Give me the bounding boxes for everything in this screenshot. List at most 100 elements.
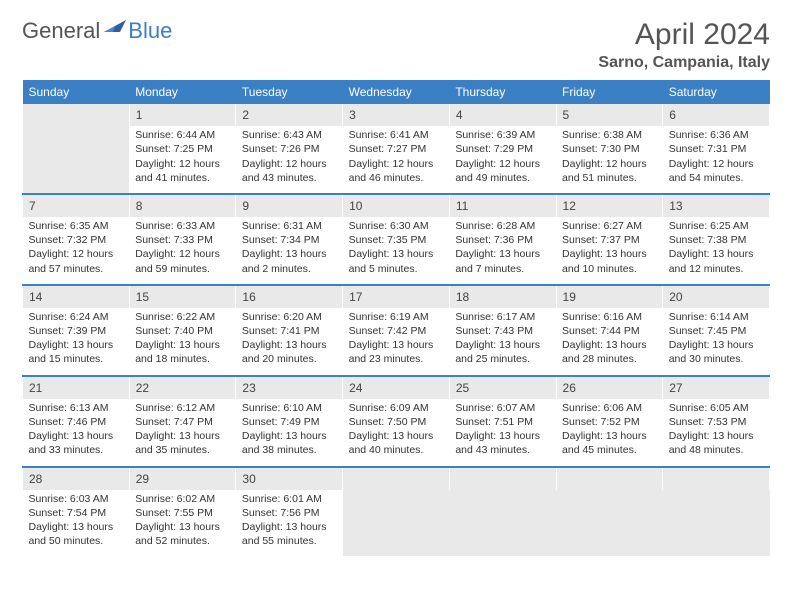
day-number: 19 [556, 285, 663, 308]
day2-line: and 48 minutes. [669, 443, 764, 457]
sunrise-line: Sunrise: 6:07 AM [455, 401, 550, 415]
sunset-line: Sunset: 7:43 PM [455, 324, 550, 338]
week-content-row: Sunrise: 6:44 AMSunset: 7:25 PMDaylight:… [23, 126, 770, 193]
day2-line: and 2 minutes. [242, 262, 337, 276]
sunset-line: Sunset: 7:51 PM [455, 415, 550, 429]
day-header: Friday [556, 80, 663, 104]
sunrise-line: Sunrise: 6:17 AM [455, 310, 550, 324]
sunset-line: Sunset: 7:40 PM [135, 324, 230, 338]
day-number: 9 [236, 194, 343, 217]
day-number: 8 [129, 194, 236, 217]
day1-line: Daylight: 13 hours [562, 429, 657, 443]
day2-line: and 5 minutes. [349, 262, 444, 276]
day-header-row: SundayMondayTuesdayWednesdayThursdayFrid… [23, 80, 770, 104]
week-daynum-row: 78910111213 [23, 194, 770, 217]
day-number: 28 [23, 467, 130, 490]
sunset-line: Sunset: 7:47 PM [135, 415, 230, 429]
sunset-line: Sunset: 7:55 PM [135, 506, 230, 520]
sunset-line: Sunset: 7:39 PM [29, 324, 124, 338]
logo-text-blue: Blue [128, 18, 172, 44]
sunrise-line: Sunrise: 6:24 AM [29, 310, 124, 324]
sunset-line: Sunset: 7:36 PM [455, 233, 550, 247]
sunset-line: Sunset: 7:34 PM [242, 233, 337, 247]
day-number: 30 [236, 467, 343, 490]
sunrise-line: Sunrise: 6:44 AM [135, 128, 230, 142]
day1-line: Daylight: 12 hours [135, 157, 230, 171]
sunrise-line: Sunrise: 6:10 AM [242, 401, 337, 415]
day2-line: and 10 minutes. [562, 262, 657, 276]
day2-line: and 20 minutes. [242, 352, 337, 366]
day1-line: Daylight: 12 hours [455, 157, 550, 171]
day-number: 14 [23, 285, 130, 308]
sunrise-line: Sunrise: 6:02 AM [135, 492, 230, 506]
day-number: 2 [236, 104, 343, 126]
day-number: 13 [663, 194, 770, 217]
week-content-row: Sunrise: 6:24 AMSunset: 7:39 PM Daylight:… [23, 308, 770, 375]
day1-line: Daylight: 12 hours [349, 157, 444, 171]
sunrise-line: Sunrise: 6:35 AM [29, 219, 124, 233]
day1-line: Daylight: 12 hours [29, 247, 124, 261]
sunset-line: Sunset: 7:29 PM [455, 142, 550, 156]
day-header: Tuesday [236, 80, 343, 104]
sunrise-line: Sunrise: 6:41 AM [349, 128, 444, 142]
day2-line: and 54 minutes. [669, 171, 764, 185]
day-cell: Sunrise: 6:38 AMSunset: 7:30 PMDaylight:… [556, 126, 663, 193]
day-number [449, 467, 556, 490]
day1-line: Daylight: 13 hours [349, 247, 444, 261]
day1-line: Daylight: 12 hours [562, 157, 657, 171]
day-cell: Sunrise: 6:10 AMSunset: 7:49 PMDaylight:… [236, 399, 343, 466]
sunset-line: Sunset: 7:37 PM [562, 233, 657, 247]
sunset-line: Sunset: 7:41 PM [242, 324, 337, 338]
day1-line: Daylight: 13 hours [455, 429, 550, 443]
sunset-line: Sunset: 7:53 PM [669, 415, 764, 429]
day1-line: Daylight: 12 hours [669, 157, 764, 171]
week-daynum-row: 282930 [23, 467, 770, 490]
day-number: 16 [236, 285, 343, 308]
day-number: 18 [449, 285, 556, 308]
sunrise-line: Sunrise: 6:22 AM [135, 310, 230, 324]
flag-icon [104, 20, 126, 43]
day-number: 21 [23, 376, 130, 399]
day-cell: Sunrise: 6:01 AMSunset: 7:56 PMDaylight:… [236, 490, 343, 557]
week-daynum-row: 21222324252627 [23, 376, 770, 399]
sunset-line: Sunset: 7:25 PM [135, 142, 230, 156]
day-cell: Sunrise: 6:14 AMSunset: 7:45 PMDaylight:… [663, 308, 770, 375]
sunset-line: Sunset: 7:31 PM [669, 142, 764, 156]
day-cell: Sunrise: 6:12 AMSunset: 7:47 PMDaylight:… [129, 399, 236, 466]
sunset-line: Sunset: 7:56 PM [242, 506, 337, 520]
sunset-line: Sunset: 7:45 PM [669, 324, 764, 338]
day-number: 4 [449, 104, 556, 126]
day1-line: Daylight: 13 hours [135, 429, 230, 443]
day2-line: and 49 minutes. [455, 171, 550, 185]
sunset-line: Sunset: 7:30 PM [562, 142, 657, 156]
logo-text-general: General [22, 18, 100, 44]
day-cell: Sunrise: 6:39 AMSunset: 7:29 PMDaylight:… [449, 126, 556, 193]
day-cell: Sunrise: 6:35 AMSunset: 7:32 PMDaylight:… [23, 217, 130, 284]
day-header: Monday [129, 80, 236, 104]
sunset-line: Sunset: 7:32 PM [29, 233, 124, 247]
day2-line: and 15 minutes. [29, 352, 124, 366]
day1-line: Daylight: 13 hours [242, 338, 337, 352]
day-number: 10 [343, 194, 450, 217]
day-number: 23 [236, 376, 343, 399]
day-cell [556, 490, 663, 557]
sunrise-line: Sunrise: 6:43 AM [242, 128, 337, 142]
sunset-line: Sunset: 7:27 PM [349, 142, 444, 156]
day2-line: and 45 minutes. [562, 443, 657, 457]
day2-line: and 43 minutes. [455, 443, 550, 457]
month-title: April 2024 [598, 18, 770, 52]
sunrise-line: Sunrise: 6:36 AM [669, 128, 764, 142]
sunrise-line: Sunrise: 6:19 AM [349, 310, 444, 324]
sunrise-line: Sunrise: 6:09 AM [349, 401, 444, 415]
day2-line: and 38 minutes. [242, 443, 337, 457]
day2-line: and 52 minutes. [135, 534, 230, 548]
week-daynum-row: 123456 [23, 104, 770, 126]
sunset-line: Sunset: 7:26 PM [242, 142, 337, 156]
day2-line: and 57 minutes. [29, 262, 124, 276]
sunset-line: Sunset: 7:44 PM [562, 324, 657, 338]
day2-line: and 7 minutes. [455, 262, 550, 276]
day-cell: Sunrise: 6:05 AMSunset: 7:53 PMDaylight:… [663, 399, 770, 466]
day2-line: and 59 minutes. [135, 262, 230, 276]
day1-line: Daylight: 13 hours [349, 429, 444, 443]
day2-line: and 30 minutes. [669, 352, 764, 366]
